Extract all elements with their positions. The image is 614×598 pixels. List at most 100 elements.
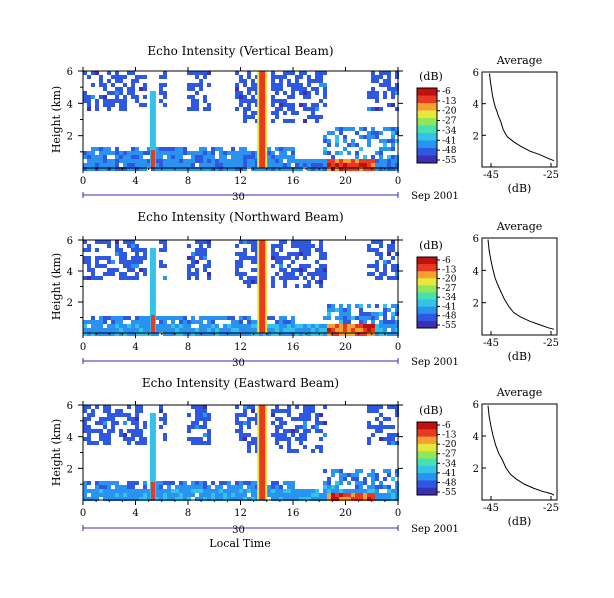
date-label: Sep 2001	[411, 357, 459, 368]
y-tick-label: 4	[67, 433, 73, 444]
colorbar-swatch	[417, 306, 437, 315]
average-profile-line	[487, 405, 555, 496]
colorbar-tick-label: -48	[442, 478, 457, 488]
colorbar-tick-label: -20	[442, 275, 457, 285]
colorbar-tick-label: -6	[442, 256, 451, 266]
colorbar-swatch	[417, 133, 437, 141]
colorbar-tick-label: -27	[442, 450, 457, 460]
colorbar-tick-label: -27	[442, 284, 457, 294]
date-day-label: 30	[232, 358, 245, 369]
average-x-tick-label: -45	[483, 338, 499, 349]
y-tick-label: 6	[67, 401, 73, 412]
colorbar-1: (dB) -6-13-20-27-34-41-48-55	[416, 70, 457, 166]
colorbar-swatch	[417, 155, 437, 164]
average-x-label: (dB)	[508, 350, 532, 363]
colorbar-tick-label: -20	[442, 107, 457, 117]
x-tick-label: 0	[80, 342, 86, 353]
colorbar-swatch	[417, 458, 437, 467]
colorbar-tick-label: -13	[442, 431, 457, 441]
average-x-label: (dB)	[508, 515, 532, 528]
average-profile-3: Average 2 4 6 -45 -25 (dB)	[473, 386, 559, 528]
x-tick-label: 4	[132, 176, 138, 187]
heatmap-cells-1	[83, 71, 399, 171]
colorbar-swatch	[417, 95, 437, 104]
colorbar-swatch	[417, 278, 437, 286]
colorbar-swatch	[417, 118, 437, 126]
colorbar-frame	[416, 87, 438, 164]
colorbar-tick-label: -41	[442, 302, 457, 312]
x-tick-label: 0	[395, 508, 401, 519]
heatmap-axes-3: Echo Intensity (Eastward Beam) 2 4 6 Height …	[50, 376, 459, 536]
colorbar-swatch	[417, 140, 437, 149]
colorbar-2: (dB) -6-13-20-27-34-41-48-55	[416, 239, 457, 331]
date-day-label: 30	[232, 192, 245, 203]
average-frame	[481, 237, 558, 336]
colorbar-swatch	[417, 257, 437, 265]
y-axis-label: Height (km)	[50, 253, 63, 320]
average-y-tick-label: 2	[473, 464, 479, 475]
colorbar-swatch	[417, 285, 437, 293]
colorbar-tick-label: -34	[442, 459, 457, 469]
panel-title: Echo Intensity (Vertical Beam)	[147, 44, 333, 58]
date-day-label: 30	[232, 525, 245, 536]
date-label: Sep 2001	[411, 524, 459, 535]
average-y-tick-label: 6	[473, 68, 479, 79]
y-tick-label: 4	[67, 99, 73, 110]
colorbar-swatch	[417, 299, 437, 308]
x-tick-label: 4	[132, 342, 138, 353]
average-frame	[481, 71, 558, 168]
y-axis-label: Height (km)	[50, 86, 63, 153]
colorbar-frame	[416, 421, 438, 496]
colorbar-unit-label: (dB)	[419, 404, 443, 417]
average-x-label: (dB)	[508, 182, 532, 195]
colorbar-swatch	[417, 487, 437, 496]
colorbar-swatch	[417, 88, 437, 96]
average-x-tick-label: -25	[543, 170, 559, 181]
colorbar-tick-label: -27	[442, 117, 457, 127]
colorbar-swatch	[417, 436, 437, 445]
heatmap-cells-2	[83, 240, 399, 336]
colorbar-tick-label: -55	[442, 321, 457, 331]
colorbar-swatch	[417, 429, 437, 438]
average-x-tick-label: -25	[543, 503, 559, 514]
average-title: Average	[496, 386, 543, 399]
colorbar-tick-label: -41	[442, 469, 457, 479]
x-tick-label: 0	[80, 176, 86, 187]
y-axis-label: Height (km)	[50, 419, 63, 486]
colorbar-swatch	[417, 473, 437, 481]
colorbar-swatch	[417, 292, 437, 301]
heatmap-cells-3	[83, 405, 399, 501]
x-tick-label: 4	[132, 508, 138, 519]
x-tick-label: 8	[185, 508, 191, 519]
x-tick-label: 8	[185, 176, 191, 187]
colorbar-swatch	[417, 103, 437, 111]
colorbar-tick-label: -55	[442, 156, 457, 166]
x-tick-label: 20	[339, 508, 352, 519]
average-frame	[481, 403, 558, 501]
x-tick-label: 20	[339, 176, 352, 187]
average-profile-line	[487, 239, 555, 330]
x-tick-label: 16	[287, 176, 300, 187]
average-y-tick-label: 4	[473, 100, 479, 111]
average-y-tick-label: 6	[473, 234, 479, 245]
y-tick-label: 6	[67, 236, 73, 247]
x-tick-label: 0	[395, 342, 401, 353]
y-tick-label: 2	[67, 298, 73, 309]
colorbar-swatch	[417, 320, 437, 329]
colorbar-swatch	[417, 125, 437, 134]
x-tick-label: 16	[287, 342, 300, 353]
colorbar-swatch	[417, 443, 437, 452]
colorbar-swatch	[417, 313, 437, 322]
average-y-tick-label: 4	[473, 266, 479, 277]
x-tick-label: 12	[234, 508, 247, 519]
average-x-tick-label: -45	[483, 170, 499, 181]
colorbar-tick-label: -13	[442, 97, 457, 107]
x-tick-label: 0	[395, 176, 401, 187]
colorbar-swatch	[417, 271, 437, 279]
y-tick-label: 6	[67, 67, 73, 78]
colorbar-tick-label: -20	[442, 440, 457, 450]
average-title: Average	[496, 54, 543, 67]
colorbar-tick-label: -6	[442, 421, 451, 431]
colorbar-tick-label: -48	[442, 146, 457, 156]
colorbar-swatch	[417, 110, 437, 119]
